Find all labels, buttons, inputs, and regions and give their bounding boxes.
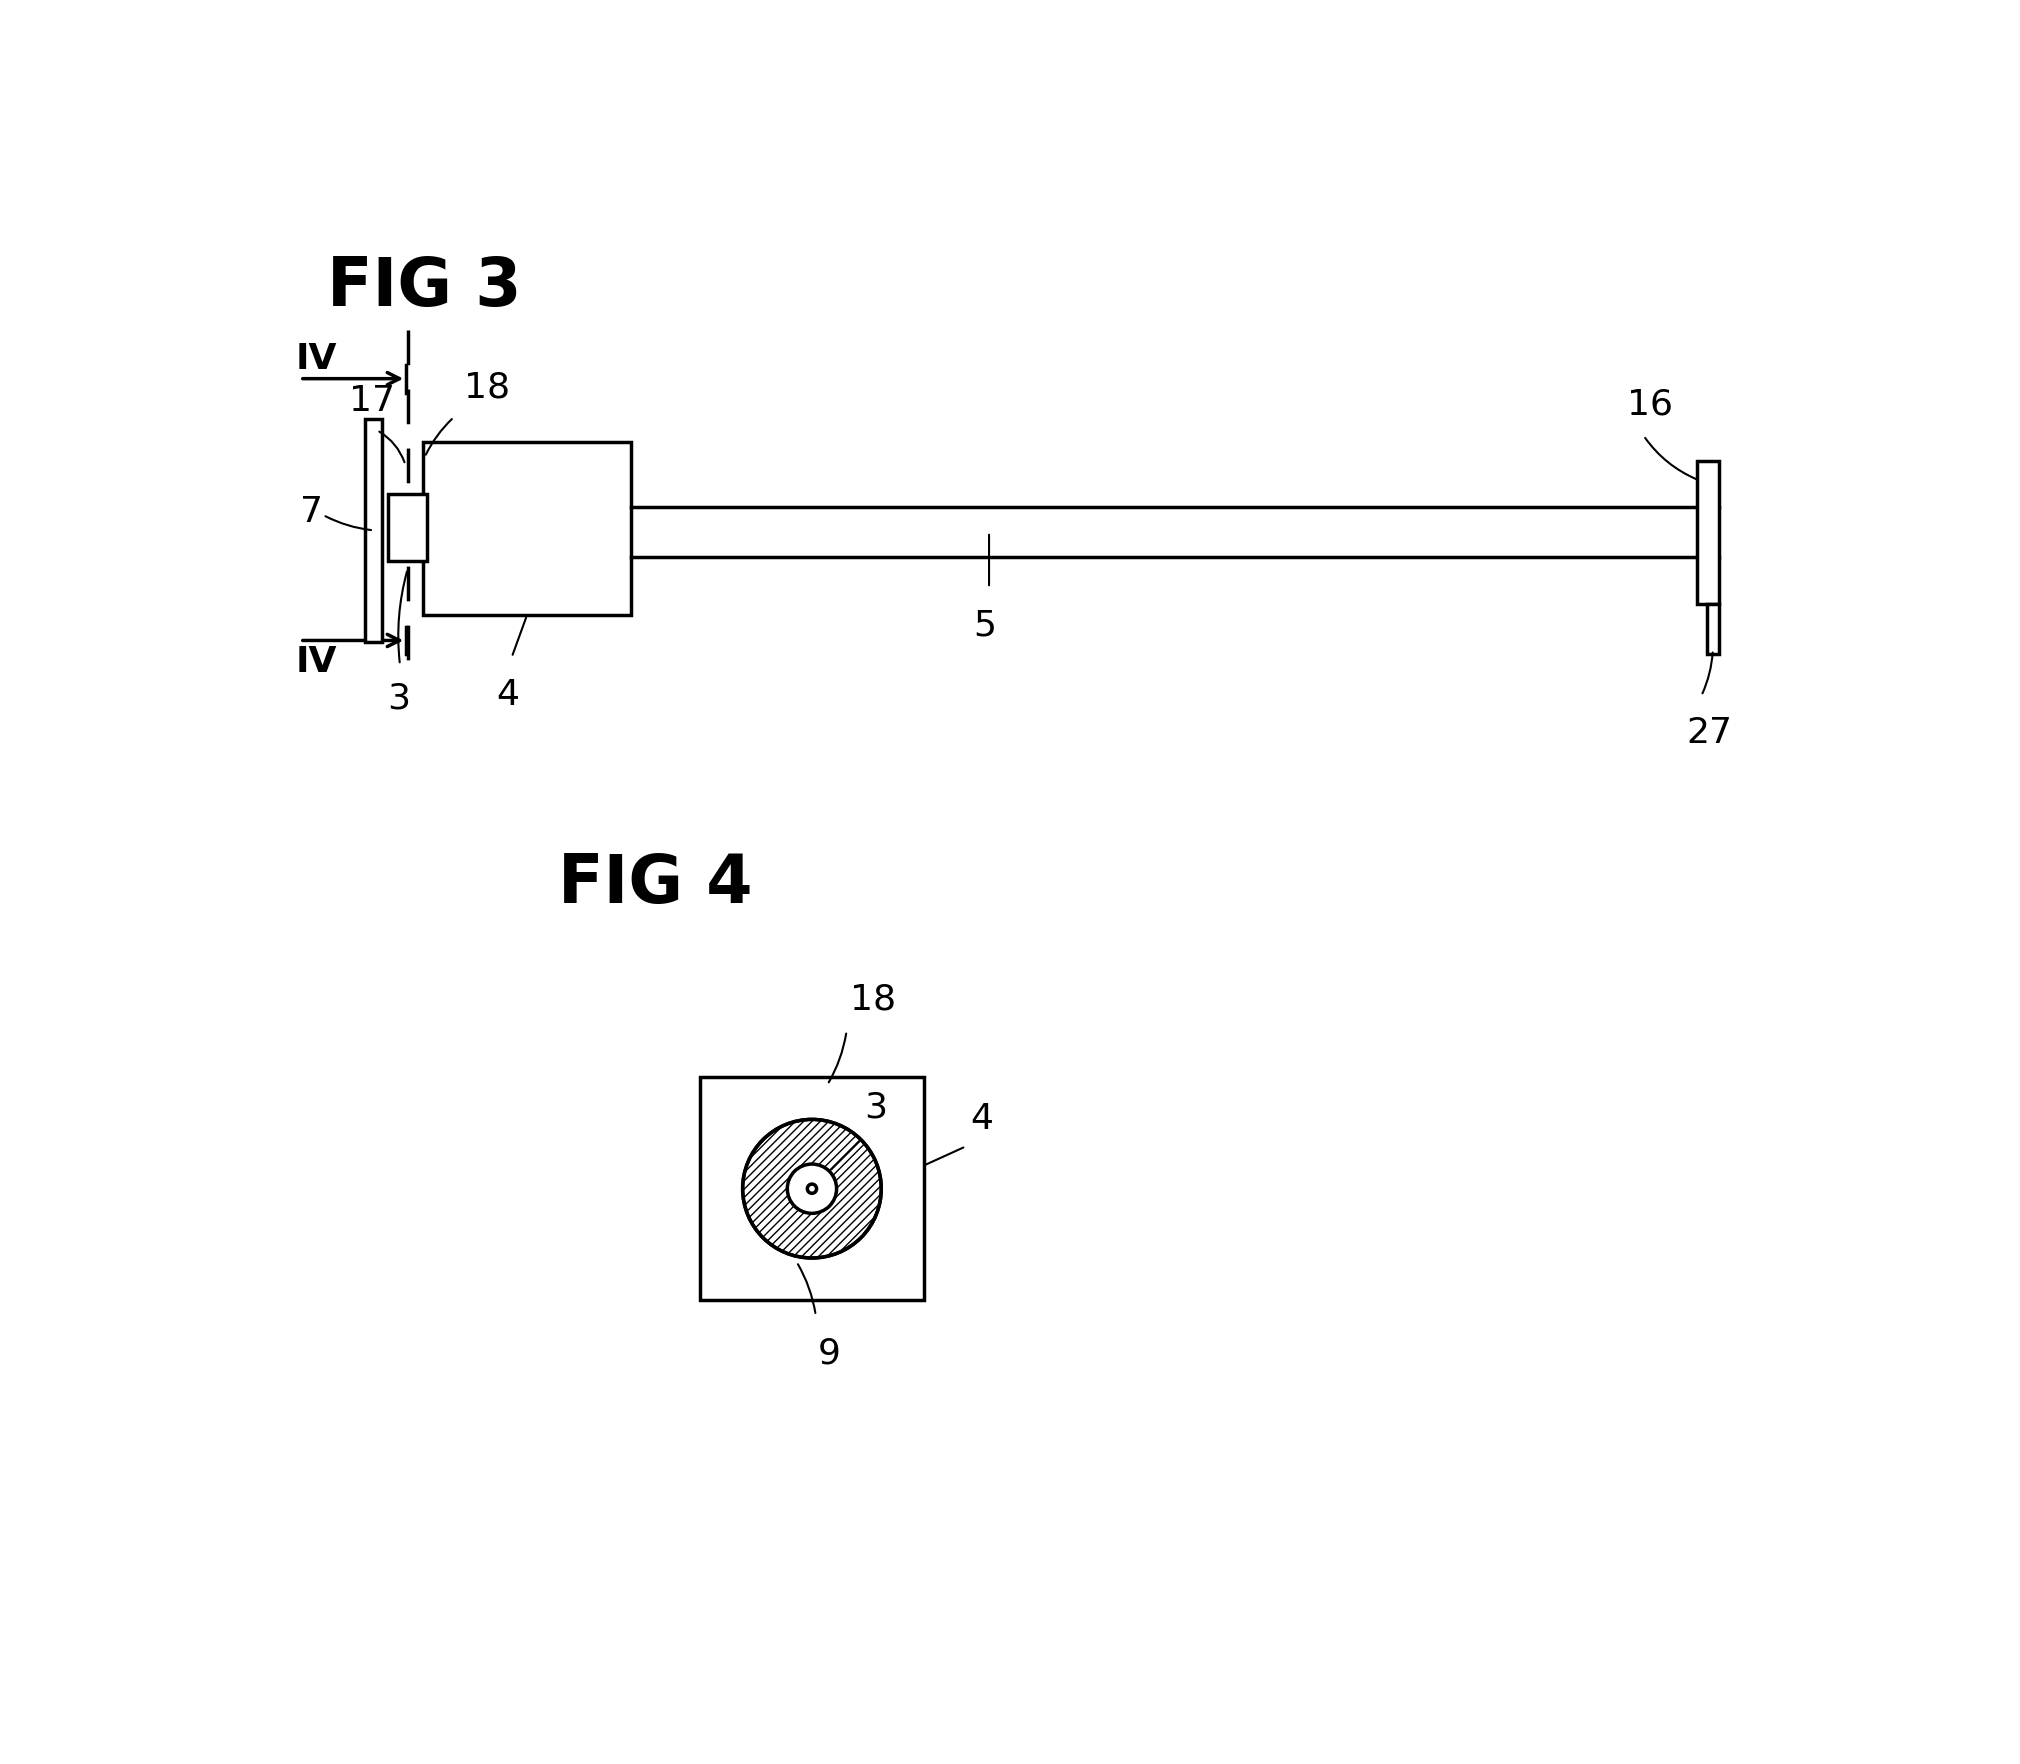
- Text: 17: 17: [349, 385, 394, 418]
- Text: FIG 3: FIG 3: [327, 254, 521, 319]
- Text: 16: 16: [1626, 386, 1673, 422]
- Bar: [422, 443, 630, 616]
- Bar: [366, 420, 382, 642]
- Text: 4: 4: [970, 1101, 992, 1136]
- Text: 3: 3: [388, 681, 410, 714]
- Text: 3: 3: [865, 1090, 887, 1124]
- Text: FIG 4: FIG 4: [558, 850, 751, 916]
- Text: IV: IV: [297, 342, 337, 376]
- Text: 27: 27: [1687, 716, 1731, 750]
- Text: 4: 4: [497, 677, 519, 711]
- Bar: [388, 496, 426, 561]
- Bar: [1707, 603, 1719, 654]
- Bar: [1697, 462, 1719, 603]
- Text: 18: 18: [850, 983, 897, 1016]
- Circle shape: [788, 1164, 836, 1214]
- Text: 9: 9: [818, 1335, 840, 1369]
- Circle shape: [808, 1184, 816, 1194]
- Text: 7: 7: [299, 496, 323, 529]
- Text: 18: 18: [465, 370, 509, 404]
- Text: IV: IV: [297, 646, 337, 679]
- Bar: [701, 1078, 923, 1300]
- Circle shape: [743, 1120, 881, 1258]
- Text: 5: 5: [974, 609, 996, 642]
